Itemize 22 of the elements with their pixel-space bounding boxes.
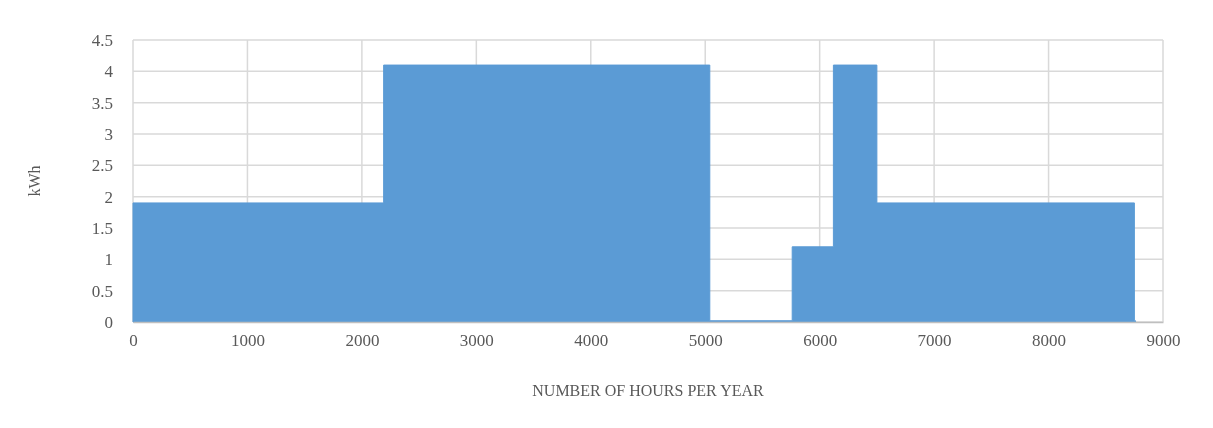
x-tick-label: 3000 (459, 331, 494, 351)
y-tick-label: 3 (104, 124, 113, 144)
y-tick-label: 2.5 (91, 156, 113, 176)
x-tick-label: 8000 (1032, 331, 1067, 351)
x-tick-label: 0 (129, 331, 138, 351)
y-tick-label: 4 (104, 62, 114, 82)
x-tick-label: 7000 (917, 331, 952, 351)
y-tick-label: 3.5 (91, 93, 113, 113)
y-tick-label: 1.5 (91, 218, 113, 238)
x-tick-label: 5000 (688, 331, 723, 351)
y-tick-label: 0.5 (91, 281, 113, 301)
y-tick-label: 1 (104, 250, 113, 270)
y-tick-label: 4.5 (91, 30, 113, 50)
x-axis-title: NUMBER OF HOURS PER YEAR (532, 382, 765, 399)
y-tick-label: 0 (104, 312, 113, 332)
x-tick-label: 6000 (803, 331, 838, 351)
y-tick-label: 2 (104, 187, 113, 207)
x-tick-label: 2000 (345, 331, 380, 351)
y-axis-title: kWh (26, 165, 43, 197)
x-tick-label: 4000 (574, 331, 609, 351)
x-tick-label: 1000 (230, 331, 265, 351)
x-tick-label: 9000 (1146, 331, 1181, 351)
